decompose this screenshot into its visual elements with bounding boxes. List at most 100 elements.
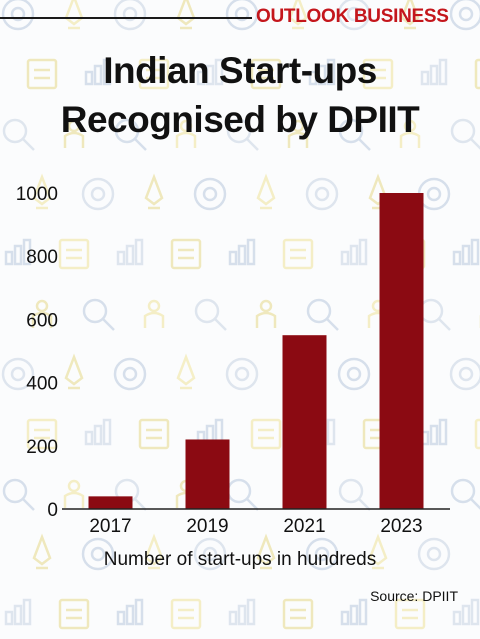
y-tick-label: 0	[47, 500, 58, 521]
y-tick-label: 800	[26, 247, 58, 268]
bg-icon	[256, 173, 276, 210]
bg-icon	[337, 357, 371, 391]
bg-icon	[250, 418, 282, 450]
bg-icon	[113, 357, 147, 391]
masthead-rule	[0, 17, 252, 19]
y-tick-label: 1000	[16, 184, 58, 205]
bg-icon	[176, 353, 196, 390]
bg-icon	[362, 58, 394, 90]
bg-icon	[250, 58, 282, 90]
bg-icon	[114, 118, 147, 151]
bg-icon	[308, 58, 336, 86]
bg-icon	[417, 537, 451, 571]
bar	[88, 496, 133, 509]
bg-icon	[394, 598, 426, 630]
bg-icon	[4, 598, 32, 626]
bg-icon	[32, 173, 52, 210]
x-tick-label: 2017	[89, 516, 131, 537]
y-tick-label: 400	[26, 374, 58, 395]
y-tick-label: 600	[26, 310, 58, 331]
bg-icon	[2, 478, 35, 511]
bg-icon	[474, 58, 480, 90]
bg-icon	[64, 0, 84, 30]
bg-icon	[306, 298, 339, 331]
chart-title-line-2: Recognised by DPIIT	[60, 99, 420, 140]
bg-icon	[193, 537, 227, 571]
bg-icon	[340, 598, 368, 626]
bar	[185, 439, 230, 509]
bg-icon	[63, 119, 85, 148]
bg-icon	[1, 357, 35, 391]
bg-icon	[338, 118, 371, 151]
bg-icon	[116, 598, 144, 626]
bg-icon	[450, 118, 480, 150]
bg-icon	[196, 58, 224, 86]
bg-icon	[31, 299, 53, 328]
bg-icon	[338, 478, 371, 511]
bg-icon	[143, 299, 165, 328]
bg-icon	[113, 0, 147, 31]
bg-icon	[58, 598, 90, 630]
bg-icon	[84, 58, 112, 86]
bg-icon	[193, 177, 227, 211]
bg-icon	[58, 238, 90, 270]
bg-icon	[84, 418, 112, 446]
bg-icon	[225, 357, 259, 391]
bar	[282, 335, 327, 509]
bg-icon	[368, 533, 388, 570]
bg-icon	[170, 238, 202, 270]
bg-icon	[399, 119, 421, 148]
bg-icon	[305, 537, 339, 571]
bg-icon	[288, 0, 308, 30]
bar	[379, 193, 424, 509]
bg-icon	[138, 58, 170, 90]
y-tick-label: 200	[26, 437, 58, 458]
bg-icon	[256, 533, 276, 570]
brand-logo: OUTLOOK BUSINESS	[256, 6, 449, 27]
bg-icon	[228, 238, 256, 266]
chart-title-line-1: Indian Start-ups	[103, 50, 377, 91]
bg-icon	[282, 238, 314, 270]
bg-icon	[226, 118, 259, 151]
bg-icon	[474, 418, 480, 450]
x-tick-label: 2021	[283, 516, 325, 537]
source-note: Source: DPIIT	[370, 588, 458, 604]
bg-icon	[449, 357, 480, 391]
bg-icon	[81, 537, 115, 571]
bg-icon	[64, 353, 84, 390]
bg-icon	[116, 238, 144, 266]
bg-icon	[337, 0, 371, 31]
bg-icon	[138, 418, 170, 450]
bg-icon	[420, 58, 448, 86]
bg-icon	[1, 0, 35, 31]
bg-icon	[63, 479, 85, 508]
bg-icon	[176, 0, 196, 30]
x-tick-label: 2019	[186, 516, 228, 537]
bg-icon	[82, 298, 115, 331]
bg-icon	[400, 0, 420, 30]
bg-icon	[81, 177, 115, 211]
bg-icon	[282, 598, 314, 630]
bg-icon	[228, 598, 256, 626]
bg-icon	[194, 298, 227, 331]
bg-icon	[32, 533, 52, 570]
bg-icon	[420, 418, 448, 446]
bg-icon	[305, 177, 339, 211]
bg-icon	[144, 173, 164, 210]
bg-icon	[449, 0, 480, 31]
x-axis-label: Number of start-ups in hundreds	[103, 549, 377, 570]
bg-icon	[452, 238, 480, 266]
bg-icon	[175, 119, 197, 148]
x-tick-label: 2023	[380, 516, 422, 537]
bg-icon	[452, 598, 480, 626]
bg-icon	[340, 238, 368, 266]
bg-icon	[26, 58, 58, 90]
bg-icon	[4, 238, 32, 266]
bg-icon	[170, 598, 202, 630]
bg-icon	[255, 299, 277, 328]
bg-icon	[287, 119, 309, 148]
bg-icon	[2, 118, 35, 151]
bg-icon	[26, 418, 58, 450]
